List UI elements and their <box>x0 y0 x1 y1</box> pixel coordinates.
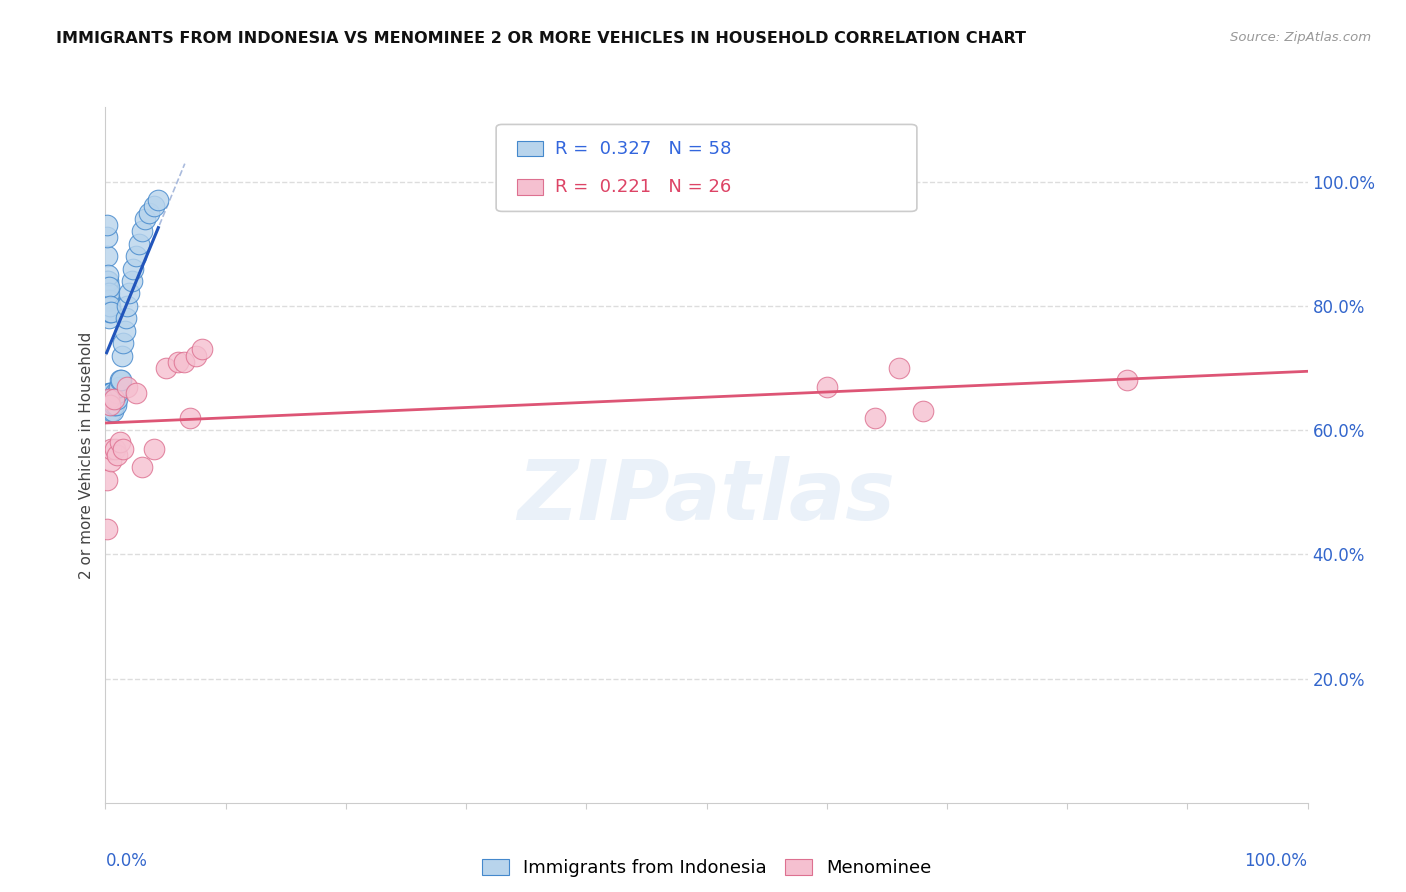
Point <box>97 293 120 307</box>
Point <box>115 379 138 393</box>
Point <box>155 361 177 376</box>
Point <box>138 205 160 219</box>
Point <box>104 442 127 456</box>
Point <box>104 392 127 406</box>
Point <box>887 361 910 376</box>
Point <box>103 398 125 412</box>
Point <box>124 385 146 400</box>
Point <box>107 379 129 393</box>
Point <box>190 343 212 357</box>
Text: 0.0%: 0.0% <box>105 852 148 870</box>
Point <box>100 404 122 418</box>
Point <box>97 268 120 282</box>
FancyBboxPatch shape <box>516 141 543 156</box>
Point <box>101 392 124 406</box>
Point <box>105 398 128 412</box>
Text: IMMIGRANTS FROM INDONESIA VS MENOMINEE 2 OR MORE VEHICLES IN HOUSEHOLD CORRELATI: IMMIGRANTS FROM INDONESIA VS MENOMINEE 2… <box>56 31 1026 46</box>
Point <box>98 305 121 319</box>
Point <box>100 454 122 468</box>
Point <box>97 305 120 319</box>
FancyBboxPatch shape <box>516 179 543 194</box>
Point <box>142 199 165 213</box>
Point <box>103 392 125 406</box>
Point <box>108 435 131 450</box>
Point <box>98 311 121 326</box>
Point <box>863 410 886 425</box>
Point <box>98 392 121 406</box>
Point <box>104 385 127 400</box>
Point <box>96 249 118 263</box>
Point <box>179 410 201 425</box>
Point <box>97 280 120 294</box>
Point <box>98 392 121 406</box>
Point <box>97 286 120 301</box>
Point <box>166 355 188 369</box>
Point <box>98 398 121 412</box>
Point <box>98 299 121 313</box>
Point <box>96 280 118 294</box>
Point <box>110 373 132 387</box>
Point <box>122 261 145 276</box>
Point <box>96 473 118 487</box>
Point <box>98 299 121 313</box>
Point <box>98 398 121 412</box>
Point <box>100 398 122 412</box>
FancyBboxPatch shape <box>496 124 917 211</box>
Point <box>124 249 146 263</box>
Point <box>131 224 153 238</box>
Text: Source: ZipAtlas.com: Source: ZipAtlas.com <box>1230 31 1371 45</box>
Point <box>100 442 122 456</box>
Point <box>98 392 121 406</box>
Point <box>101 404 124 418</box>
Point <box>112 442 135 456</box>
Text: ZIPatlas: ZIPatlas <box>517 456 896 537</box>
Point <box>142 442 165 456</box>
Point <box>184 349 207 363</box>
Point <box>100 305 122 319</box>
Point <box>114 324 136 338</box>
Point <box>96 218 118 232</box>
Point <box>98 293 121 307</box>
Text: R =  0.221   N = 26: R = 0.221 N = 26 <box>555 178 731 196</box>
Point <box>97 274 120 288</box>
Point <box>107 392 129 406</box>
Point <box>911 404 934 418</box>
Point <box>96 274 118 288</box>
Point <box>815 379 838 393</box>
Point <box>98 286 121 301</box>
Point <box>98 385 121 400</box>
Point <box>115 299 138 313</box>
Point <box>107 385 129 400</box>
Point <box>97 299 120 313</box>
Point <box>107 448 129 462</box>
Point <box>98 385 121 400</box>
Text: R =  0.327   N = 58: R = 0.327 N = 58 <box>555 140 731 158</box>
Y-axis label: 2 or more Vehicles in Household: 2 or more Vehicles in Household <box>79 331 94 579</box>
Point <box>121 274 143 288</box>
Point <box>103 392 125 406</box>
Point <box>98 280 121 294</box>
Point <box>98 398 121 412</box>
Point <box>1116 373 1139 387</box>
Point <box>96 230 118 244</box>
Text: 100.0%: 100.0% <box>1244 852 1308 870</box>
Point <box>96 523 118 537</box>
Point <box>148 193 170 207</box>
Point <box>112 336 135 351</box>
Legend: Immigrants from Indonesia, Menominee: Immigrants from Indonesia, Menominee <box>474 852 939 884</box>
Point <box>108 373 131 387</box>
Point <box>111 349 134 363</box>
Point <box>128 236 150 251</box>
Point <box>173 355 195 369</box>
Point <box>115 311 138 326</box>
Point <box>100 392 122 406</box>
Point <box>118 286 141 301</box>
Point <box>134 211 156 226</box>
Point <box>100 385 122 400</box>
Point <box>131 460 153 475</box>
